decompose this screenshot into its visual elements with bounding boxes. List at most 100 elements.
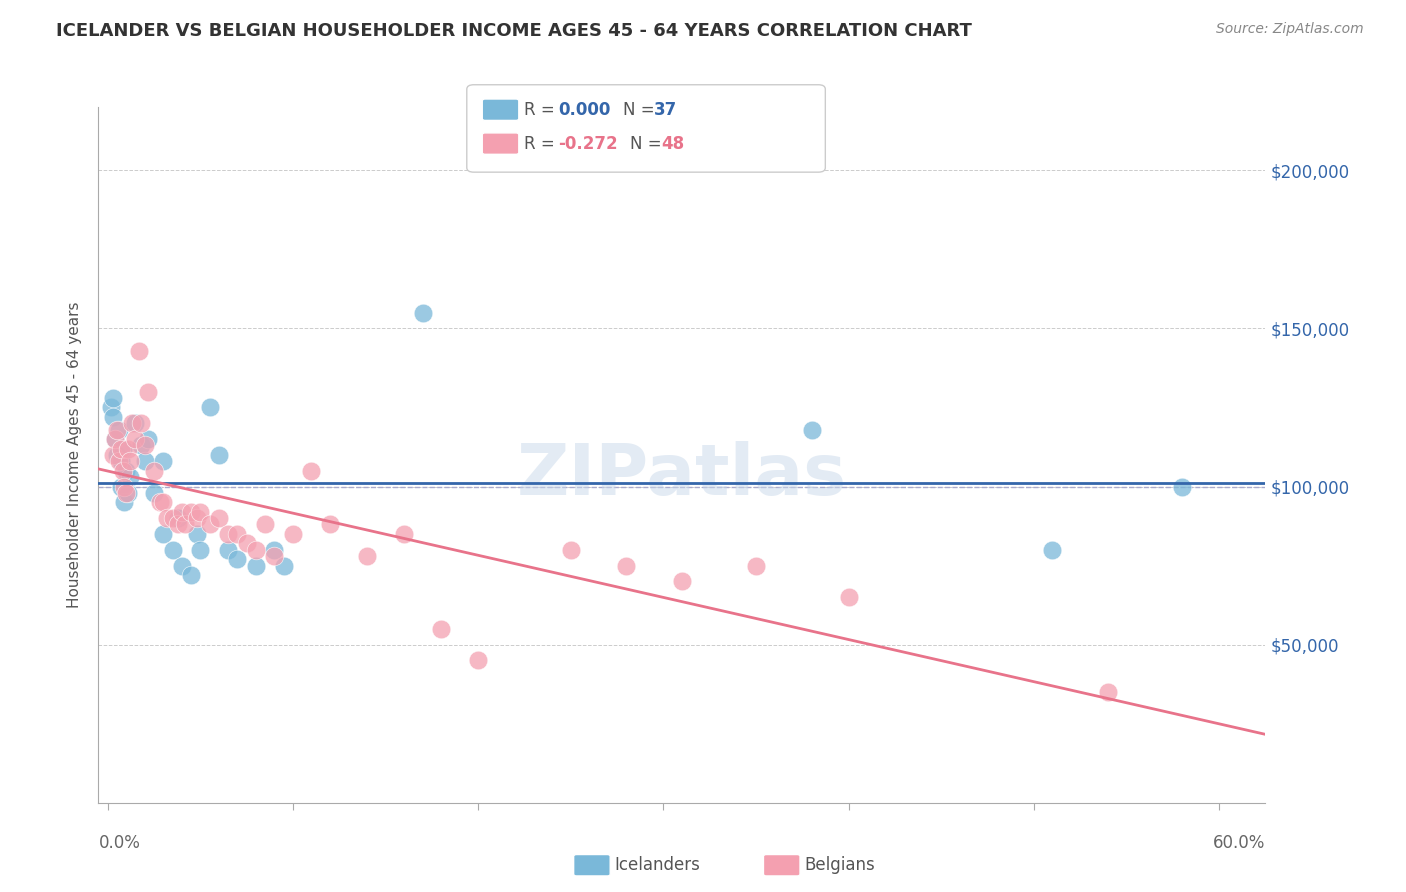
Text: N =: N = <box>623 101 659 119</box>
Point <box>118 454 141 468</box>
Point <box>103 391 125 405</box>
Point <box>180 505 202 519</box>
Point <box>134 438 156 452</box>
Point <box>100 401 122 415</box>
Point <box>103 409 125 424</box>
Point <box>412 305 434 319</box>
Point <box>319 517 342 532</box>
Point <box>263 542 285 557</box>
Point <box>152 454 174 468</box>
Point <box>273 558 295 573</box>
Point <box>138 384 160 399</box>
Point <box>263 549 285 563</box>
Point <box>134 454 156 468</box>
Point <box>117 486 139 500</box>
Point <box>174 517 197 532</box>
Point <box>103 448 125 462</box>
Text: 0.0%: 0.0% <box>98 834 141 852</box>
Point <box>217 542 239 557</box>
Point <box>226 527 249 541</box>
Point <box>208 448 231 462</box>
Point <box>104 432 127 446</box>
Point <box>301 464 323 478</box>
Point <box>110 479 132 493</box>
Point <box>143 486 166 500</box>
Text: N =: N = <box>630 135 666 153</box>
Point <box>152 527 174 541</box>
Point <box>208 511 231 525</box>
Point <box>107 423 129 437</box>
Point <box>560 542 582 557</box>
Point <box>180 568 202 582</box>
Point <box>115 464 138 478</box>
Text: 37: 37 <box>654 101 678 119</box>
Point <box>143 464 166 478</box>
Point <box>614 558 637 573</box>
Point <box>148 495 170 509</box>
Point <box>111 464 134 478</box>
Text: R =: R = <box>524 135 561 153</box>
Text: 0.000: 0.000 <box>558 101 610 119</box>
Text: Belgians: Belgians <box>804 856 875 874</box>
Point <box>152 495 174 509</box>
Point <box>800 423 823 437</box>
Point <box>167 517 190 532</box>
Point <box>105 448 128 462</box>
Point <box>156 511 179 525</box>
Text: Icelanders: Icelanders <box>614 856 700 874</box>
Point <box>104 432 127 446</box>
Point <box>167 511 190 525</box>
Point <box>162 511 184 525</box>
Point <box>112 479 135 493</box>
Point <box>392 527 415 541</box>
Point <box>745 558 768 573</box>
Point <box>467 653 489 667</box>
Point <box>112 495 135 509</box>
Point <box>124 417 146 431</box>
Text: -0.272: -0.272 <box>558 135 617 153</box>
Point <box>1171 479 1194 493</box>
Point <box>671 574 693 589</box>
Point <box>105 423 128 437</box>
Point <box>198 517 221 532</box>
Point <box>1097 685 1119 699</box>
Point <box>254 517 277 532</box>
Point <box>430 622 453 636</box>
Point <box>235 536 257 550</box>
Point <box>186 527 208 541</box>
Point <box>188 505 211 519</box>
Point <box>110 442 132 456</box>
Text: Source: ZipAtlas.com: Source: ZipAtlas.com <box>1216 22 1364 37</box>
Point <box>186 511 208 525</box>
Point <box>138 432 160 446</box>
Point <box>356 549 378 563</box>
Text: ICELANDER VS BELGIAN HOUSEHOLDER INCOME AGES 45 - 64 YEARS CORRELATION CHART: ICELANDER VS BELGIAN HOUSEHOLDER INCOME … <box>56 22 972 40</box>
Point <box>111 442 134 456</box>
Point <box>226 552 249 566</box>
Point <box>110 454 132 468</box>
Text: 60.0%: 60.0% <box>1213 834 1265 852</box>
Point <box>129 438 152 452</box>
Point <box>128 343 150 358</box>
Text: ZIPatlas: ZIPatlas <box>517 442 846 510</box>
Point <box>115 486 138 500</box>
Point <box>124 432 146 446</box>
Point <box>217 527 239 541</box>
Point <box>1040 542 1063 557</box>
Point <box>121 417 143 431</box>
Text: R =: R = <box>524 101 561 119</box>
Point <box>245 558 267 573</box>
Point <box>129 417 152 431</box>
Point <box>170 505 193 519</box>
Point <box>281 527 304 541</box>
Point <box>188 542 211 557</box>
Point <box>107 454 129 468</box>
Text: 48: 48 <box>661 135 683 153</box>
Point <box>117 442 139 456</box>
Point <box>170 558 193 573</box>
Point <box>838 591 860 605</box>
Point <box>118 470 141 484</box>
Y-axis label: Householder Income Ages 45 - 64 years: Householder Income Ages 45 - 64 years <box>67 301 83 608</box>
Point <box>162 542 184 557</box>
Point <box>198 401 221 415</box>
